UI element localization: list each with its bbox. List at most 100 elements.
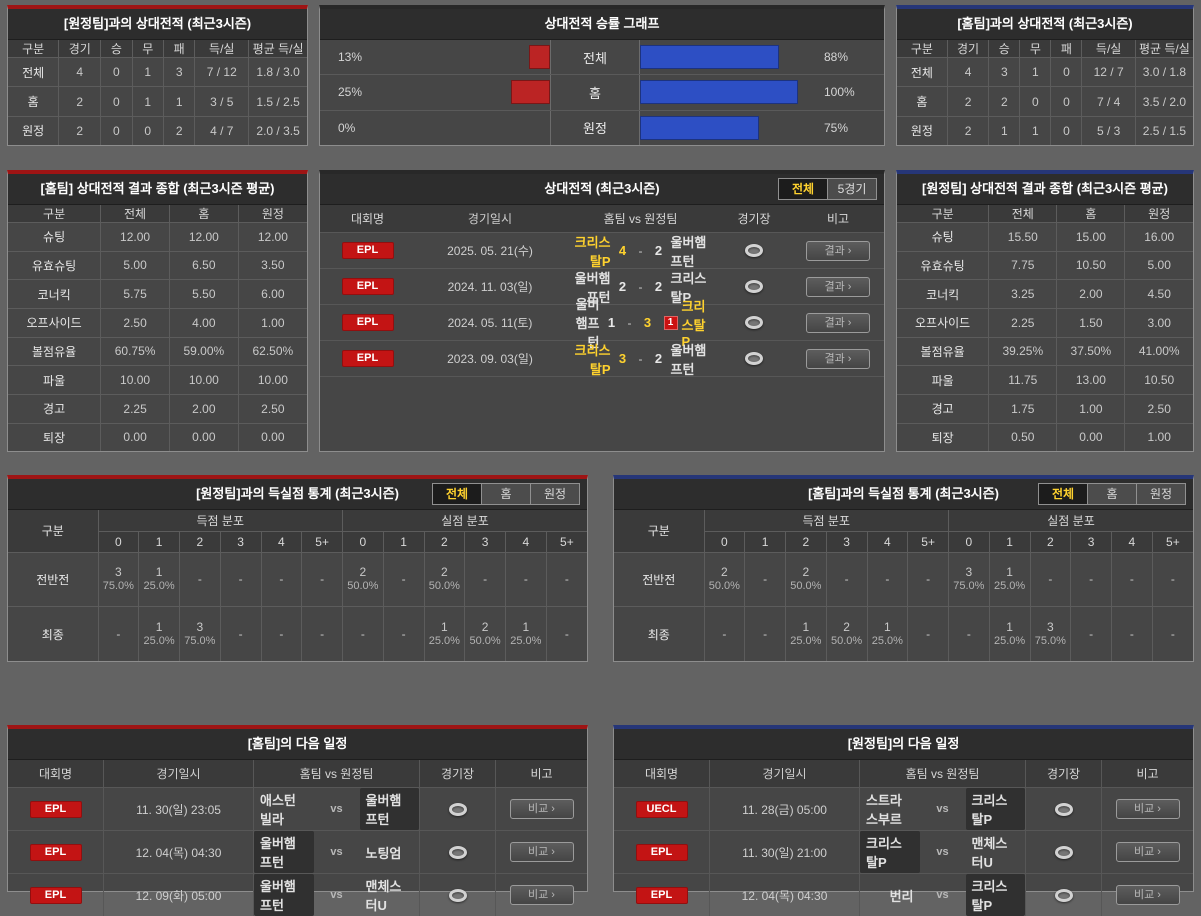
compare-button[interactable]: 비교 › xyxy=(1115,799,1180,819)
column-header: 승 xyxy=(100,39,133,58)
filter-tab[interactable]: 전체 xyxy=(432,483,482,505)
count-value: 2 xyxy=(843,620,850,635)
stadium-icon[interactable] xyxy=(745,280,763,293)
column-header: 패 xyxy=(1050,39,1083,58)
table-row: 볼점유율 39.25% 37.50% 41.00% xyxy=(896,336,1194,367)
panel-title: 상대전적 (최근3시즌) xyxy=(544,181,660,196)
count-value: - xyxy=(483,571,488,586)
result-button[interactable]: 결과 › xyxy=(806,276,870,297)
cell: 2 xyxy=(988,86,1021,117)
stadium-icon[interactable] xyxy=(745,352,763,365)
count-value: 3 xyxy=(965,565,973,580)
filter-tab[interactable]: 전체 xyxy=(1038,483,1088,505)
goal-count-header: 0 xyxy=(948,530,990,553)
filter-tab[interactable]: 원정 xyxy=(530,483,580,505)
cell: 3 / 5 xyxy=(194,86,250,117)
home-summary-table: 구분 전체 홈 원정 슈팅 12.00 12.00 12.00 유효슈팅 5.00 6.50 3.… xyxy=(7,204,308,452)
chart-row: 25% 홈 100% xyxy=(320,74,884,110)
distribution-cell: - xyxy=(179,551,221,608)
filter-tab[interactable]: 5경기 xyxy=(827,178,877,200)
column-header: 득/실 xyxy=(194,39,250,58)
chart-row: 13% 전체 88% xyxy=(320,40,884,75)
distribution-cell: 1 25.0% xyxy=(785,606,827,662)
stadium-icon[interactable] xyxy=(448,888,467,902)
schedule-row-item: EPL 11. 30(일) 23:05 애스턴빌라 vs 울버햄프턴 비교 › xyxy=(8,788,587,831)
filter-tab[interactable]: 전체 xyxy=(778,178,828,200)
filter-tab[interactable]: 홈 xyxy=(481,483,531,505)
distribution-cell: - xyxy=(505,551,547,608)
compare-button[interactable]: 비교 › xyxy=(1115,885,1180,905)
count-value: 3 xyxy=(196,620,204,635)
home-team-name: 울버햄프턴 xyxy=(254,874,314,916)
result-button[interactable]: 결과 › xyxy=(806,348,870,369)
count-value: 1 xyxy=(1006,620,1013,635)
stadium-icon[interactable] xyxy=(1054,888,1073,902)
stadium-icon[interactable] xyxy=(745,244,763,257)
column-header: 구분 xyxy=(7,204,102,223)
home-team-name: 울버햄프턴 xyxy=(575,297,600,350)
column-header: 경기 xyxy=(946,39,990,58)
stadium-icon[interactable] xyxy=(745,316,763,329)
distribution-cell: - xyxy=(1151,551,1194,608)
goal-stats-table: 구분 득점 분포 실점 분포 0 1 2 3 4 5+ 0 1 2 3 4 5+ 전반전 2 50.0… xyxy=(613,509,1194,662)
table-row: 전반전 3 75.0% 1 25.0% - - - xyxy=(7,551,588,608)
stadium-icon[interactable] xyxy=(448,845,467,859)
goal-count-header: 4 xyxy=(260,530,303,553)
row-label: 전반전 xyxy=(7,551,99,608)
sub-header-row: 0 1 2 3 4 5+ 0 1 2 3 4 5+ xyxy=(614,530,1194,553)
cell: 0 xyxy=(100,56,133,88)
stadium-icon[interactable] xyxy=(448,802,467,816)
table-row: 최종 - 1 25.0% 3 75.0% - - xyxy=(7,606,588,662)
table-row: 퇴장 0.00 0.00 0.00 xyxy=(7,422,308,452)
filter-tab[interactable]: 홈 xyxy=(1087,483,1137,505)
stadium-icon[interactable] xyxy=(1054,802,1073,816)
percent-value: 25.0% xyxy=(871,635,903,648)
stadium-icon[interactable] xyxy=(1054,845,1073,859)
compare-button[interactable]: 비교 › xyxy=(509,799,574,819)
count-value: - xyxy=(401,571,406,586)
away-score: 2 xyxy=(654,243,663,258)
cell: 1.50 xyxy=(1056,307,1126,338)
panel-title: [원정팀] 상대전적 결과 종합 (최근3시즌 평균) xyxy=(897,174,1193,205)
away-team-name: 울버햄프턴 xyxy=(670,342,707,377)
match-list-header: 대회명 경기일시 홈팀 vs 원정팀 경기장 비고 xyxy=(320,205,884,233)
cell: 홈 xyxy=(896,86,948,117)
count-value: 3 xyxy=(115,565,122,580)
goal-count-header: 1 xyxy=(382,530,425,553)
cell: 12.00 xyxy=(168,222,239,252)
win-rate-chart: 13% 전체 88% 25% 홈 100% xyxy=(320,40,884,145)
cell: 13.00 xyxy=(1056,365,1126,395)
left-percent-label: 0% xyxy=(338,120,356,135)
league-badge: EPL xyxy=(29,800,82,818)
column-header: 무 xyxy=(131,39,164,58)
middle-row: [홈팀] 상대전적 결과 종합 (최근3시즌 평균) 구분 전체 홈 원정 슈팅 12.… xyxy=(7,170,1201,452)
column-header: 전체 xyxy=(988,204,1058,223)
compare-button[interactable]: 비교 › xyxy=(1115,842,1180,862)
blue-bar-track xyxy=(640,75,810,109)
away-summary-panel: [원정팀] 상대전적 결과 종합 (최근3시즌 평균) 구분 전체 홈 원정 슈팅 15… xyxy=(896,170,1194,452)
count-value: 1 xyxy=(802,620,810,635)
filter-tab[interactable]: 원정 xyxy=(1136,483,1186,505)
vs-home-record-panel: [홈팀]과의 상대전적 (최근3시즌) 구분 경기 승 무 패 득/실 평균 득/실 전체 4… xyxy=(896,5,1194,146)
compare-button[interactable]: 비교 › xyxy=(509,885,574,905)
league-badge: EPL xyxy=(635,886,688,904)
away-team-name: 크리스탈P xyxy=(965,788,1025,830)
table-row: 오프사이드 2.25 1.50 3.00 xyxy=(896,307,1194,338)
result-button[interactable]: 결과 › xyxy=(806,240,870,261)
percent-value: 25.0% xyxy=(143,580,175,593)
distribution-cell: 3 75.0% xyxy=(179,606,221,662)
cell: 0.00 xyxy=(100,422,170,452)
blue-bar xyxy=(640,80,798,105)
column-header: 구분 xyxy=(7,39,60,58)
result-button[interactable]: 결과 › xyxy=(806,312,870,333)
cell: 3.5 / 2.0 xyxy=(1134,86,1194,117)
goal-stats-row: [원정팀]과의 득실점 통계 (최근3시즌) 전체 홈 원정 구분 득점 분포 실점… xyxy=(7,475,1201,662)
top-row: [원정팀]과의 상대전적 (최근3시즌) 구분 경기 승 무 패 득/실 평균 득/실 전체… xyxy=(7,5,1201,146)
compare-button[interactable]: 비교 › xyxy=(509,842,574,862)
cell: 슈팅 xyxy=(896,222,990,252)
home-team-name: 크리스탈P xyxy=(574,234,611,269)
distribution-cell: - xyxy=(260,551,303,608)
distribution-cell: - xyxy=(545,551,588,608)
count-value: - xyxy=(401,626,406,641)
